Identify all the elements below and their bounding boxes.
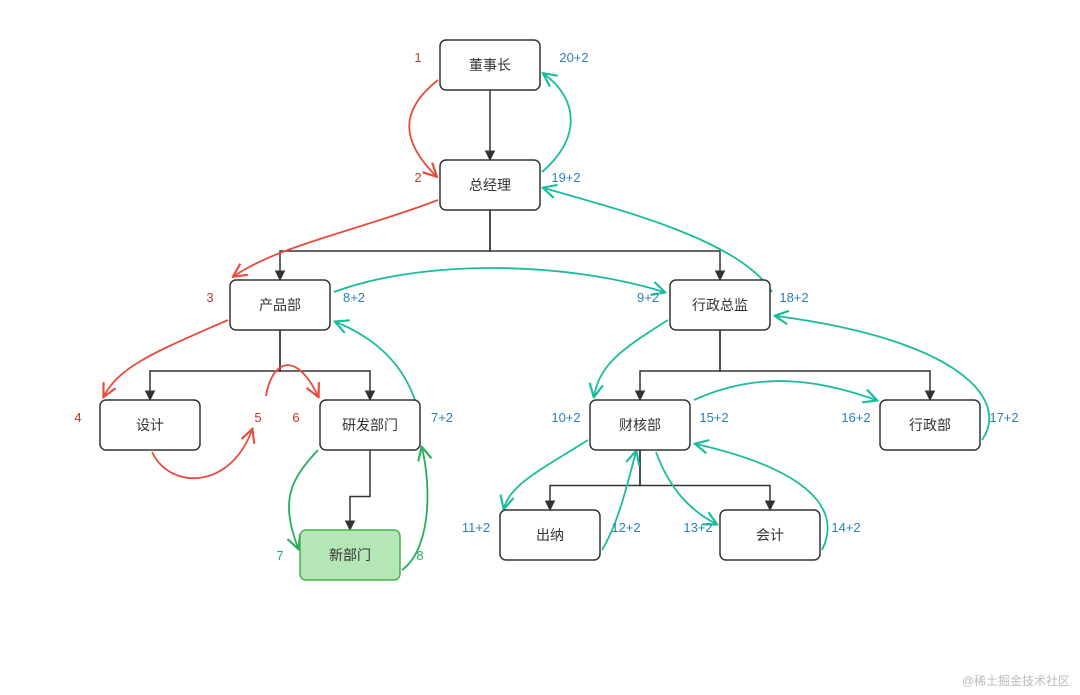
postorder-label: 9+2 bbox=[637, 290, 659, 305]
node-label: 行政总监 bbox=[692, 297, 748, 313]
tree-edge bbox=[280, 330, 370, 400]
traversal-curve bbox=[544, 188, 772, 292]
tree-edge bbox=[350, 450, 370, 530]
traversal-curve bbox=[402, 448, 427, 570]
traversal-curve bbox=[266, 365, 318, 396]
node-rd: 研发部门 bbox=[320, 400, 420, 450]
node-label: 出纳 bbox=[536, 527, 564, 543]
node-label: 设计 bbox=[136, 417, 164, 433]
node-new_dept: 新部门 bbox=[300, 530, 400, 580]
preorder-label: 1 bbox=[414, 50, 421, 65]
node-admin_dir: 行政总监 bbox=[670, 280, 770, 330]
tree-edge bbox=[640, 330, 720, 400]
node-fin_audit: 财核部 bbox=[590, 400, 690, 450]
postorder-label: 17+2 bbox=[989, 410, 1018, 425]
postorder-label: 13+2 bbox=[683, 520, 712, 535]
traversal-curve bbox=[504, 440, 588, 508]
traversal-curve bbox=[409, 80, 438, 176]
postorder-label: 18+2 bbox=[779, 290, 808, 305]
traversal-curve bbox=[234, 200, 438, 276]
postorder-label: 7 bbox=[276, 548, 283, 563]
postorder-curves bbox=[334, 74, 989, 550]
node-cashier: 出纳 bbox=[500, 510, 600, 560]
node-account: 会计 bbox=[720, 510, 820, 560]
node-design: 设计 bbox=[100, 400, 200, 450]
traversal-curve bbox=[594, 320, 668, 396]
preorder-labels: 1 2 3 4 5 6 bbox=[74, 50, 421, 425]
traversal-curve bbox=[334, 268, 664, 292]
preorder-label: 5 bbox=[254, 410, 261, 425]
node-label: 行政部 bbox=[909, 417, 951, 433]
traversal-curve bbox=[542, 74, 571, 172]
postorder-label: 7+2 bbox=[431, 410, 453, 425]
postorder-label: 20+2 bbox=[559, 50, 588, 65]
traversal-curve bbox=[602, 452, 636, 550]
node-label: 产品部 bbox=[259, 297, 301, 313]
traversal-curve bbox=[656, 452, 716, 524]
org-tree-diagram: 董事长总经理产品部行政总监设计研发部门新部门财核部行政部出纳会计 123456 … bbox=[0, 0, 1080, 695]
preorder-label: 4 bbox=[74, 410, 81, 425]
postorder-label: 15+2 bbox=[699, 410, 728, 425]
node-label: 研发部门 bbox=[342, 417, 398, 433]
node-label: 新部门 bbox=[329, 547, 371, 563]
preorder-label: 6 bbox=[292, 410, 299, 425]
node-label: 会计 bbox=[756, 527, 784, 543]
node-product: 产品部 bbox=[230, 280, 330, 330]
preorder-label: 3 bbox=[206, 290, 213, 305]
node-chairman: 董事长 bbox=[440, 40, 540, 90]
traversal-curve bbox=[694, 381, 876, 400]
node-gm: 总经理 bbox=[440, 160, 540, 210]
postorder-label: 11+2 bbox=[462, 520, 490, 535]
preorder-label: 2 bbox=[414, 170, 421, 185]
node-label: 总经理 bbox=[469, 177, 511, 193]
tree-edge bbox=[720, 330, 930, 400]
traversal-curve bbox=[104, 320, 228, 396]
postorder-label: 8 bbox=[416, 548, 423, 563]
postorder-label: 19+2 bbox=[551, 170, 580, 185]
node-label: 董事长 bbox=[469, 57, 511, 73]
tree-edge bbox=[150, 330, 280, 400]
tree-edge bbox=[550, 450, 640, 510]
postorder-label: 10+2 bbox=[551, 410, 580, 425]
postorder-label: 14+2 bbox=[831, 520, 860, 535]
node-admin: 行政部 bbox=[880, 400, 980, 450]
node-label: 财核部 bbox=[619, 417, 661, 433]
watermark: @稀土掘金技术社区 bbox=[962, 672, 1070, 689]
postorder-label: 16+2 bbox=[841, 410, 870, 425]
postorder-label: 8+2 bbox=[343, 290, 365, 305]
nodes: 董事长总经理产品部 行政总监设计 研发部门新部门 财核部 行政部出纳 会计 bbox=[100, 40, 980, 580]
postorder-label: 12+2 bbox=[611, 520, 640, 535]
